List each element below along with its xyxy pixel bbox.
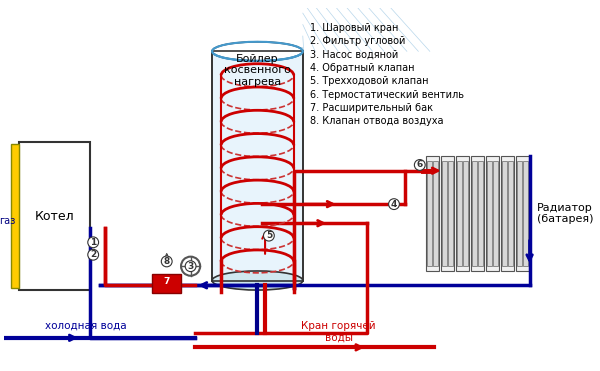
Bar: [448, 161, 452, 266]
Text: Радиатор
(батарея): Радиатор (батарея): [537, 203, 594, 224]
Bar: [152, 274, 181, 293]
Text: 5. Трехходовой клапан: 5. Трехходовой клапан: [310, 76, 428, 86]
Bar: [508, 161, 512, 266]
Text: 2: 2: [90, 250, 97, 259]
Text: 4. Обратный клапан: 4. Обратный клапан: [310, 63, 415, 73]
Text: 3: 3: [187, 262, 194, 271]
Text: 5: 5: [266, 231, 272, 240]
Bar: [11, 144, 19, 288]
Text: 6: 6: [416, 161, 423, 170]
Text: 1: 1: [90, 238, 97, 247]
Bar: [472, 161, 477, 266]
Bar: [427, 161, 432, 266]
Bar: [455, 156, 469, 271]
Text: 4: 4: [391, 200, 397, 209]
Ellipse shape: [212, 42, 303, 61]
Bar: [19, 142, 91, 290]
Bar: [463, 161, 467, 266]
Text: Бойлер
косвенного
нагрева: Бойлер косвенного нагрева: [224, 54, 291, 87]
Bar: [500, 156, 514, 271]
Text: 2. Фильтр угловой: 2. Фильтр угловой: [310, 36, 406, 46]
Bar: [478, 161, 482, 266]
Bar: [493, 161, 497, 266]
Bar: [517, 161, 522, 266]
Text: холодная вода: холодная вода: [45, 320, 127, 330]
Text: 3. Насос водяной: 3. Насос водяной: [310, 49, 398, 59]
Text: 1. Шаровый кран: 1. Шаровый кран: [310, 23, 398, 33]
Bar: [515, 156, 529, 271]
Bar: [442, 161, 447, 266]
Bar: [440, 156, 454, 271]
Bar: [523, 161, 527, 266]
Text: газ: газ: [0, 216, 16, 226]
Bar: [487, 161, 492, 266]
Text: 8. Клапан отвода воздуха: 8. Клапан отвода воздуха: [310, 116, 443, 126]
Polygon shape: [212, 51, 303, 280]
Bar: [457, 161, 462, 266]
Text: 6. Термостатический вентиль: 6. Термостатический вентиль: [310, 89, 464, 99]
Bar: [470, 156, 484, 271]
Text: 8: 8: [164, 257, 170, 266]
Bar: [425, 156, 439, 271]
Bar: [502, 161, 507, 266]
Text: 7: 7: [164, 277, 170, 286]
Bar: [485, 156, 499, 271]
Bar: [433, 161, 437, 266]
Text: Котел: Котел: [35, 210, 74, 223]
Text: 7. Расширительный бак: 7. Расширительный бак: [310, 103, 433, 113]
Ellipse shape: [212, 271, 303, 290]
Text: Кран горячей
воды: Кран горячей воды: [301, 321, 376, 342]
